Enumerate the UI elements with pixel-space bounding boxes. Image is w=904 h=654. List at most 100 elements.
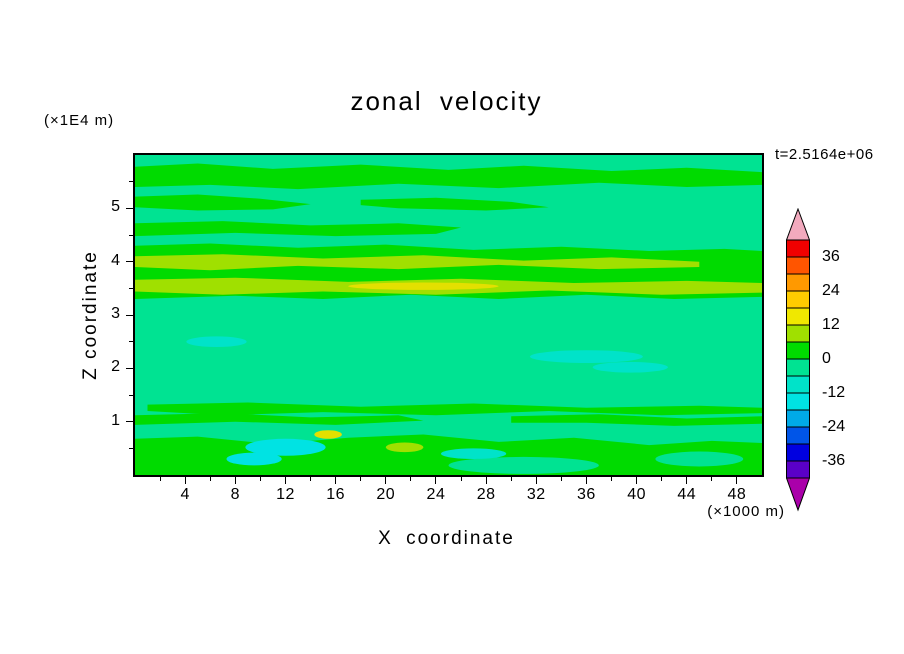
y-minor-tick: [129, 287, 133, 289]
plot-area: [133, 153, 764, 477]
y-axis-unit-label: (×1E4 m): [44, 112, 115, 129]
colorbar-cell: [786, 290, 810, 309]
x-minor-tick: [460, 477, 462, 481]
y-tick-label: 3: [111, 305, 120, 322]
x-minor-tick: [310, 477, 312, 481]
x-tick-label: 36: [577, 486, 596, 503]
contour-region-lower-green-stripe-right: [511, 414, 762, 426]
y-minor-tick: [129, 341, 133, 343]
time-annotation: t=2.5164e+06: [775, 146, 874, 163]
x-tick-label: 40: [627, 486, 646, 503]
colorbar-tick-label: 12: [822, 316, 840, 333]
x-major-tick: [535, 477, 537, 484]
contour-region-bottom-chartreuse-spot: [385, 442, 424, 453]
y-major-tick: [126, 421, 133, 423]
contour-region-yellow-line-segment: [348, 282, 499, 290]
colorbar-tick-label: 0: [822, 350, 831, 367]
x-major-tick: [636, 477, 638, 484]
x-axis-title: X coordinate: [378, 528, 515, 549]
y-major-tick: [126, 261, 133, 263]
x-tick-label: 24: [426, 486, 446, 503]
colorbar-cell: [786, 460, 810, 479]
x-major-tick: [485, 477, 487, 484]
x-major-tick: [234, 477, 236, 484]
x-minor-tick: [209, 477, 211, 481]
x-major-tick: [686, 477, 688, 484]
colorbar-cell: [786, 426, 810, 445]
colorbar-tick-label: -36: [822, 452, 846, 469]
colorbar-cell: [786, 256, 810, 275]
contour-region-mid-turquoise-patch-c: [186, 336, 247, 347]
x-major-tick: [184, 477, 186, 484]
colorbar-cell: [786, 307, 810, 326]
contour-region-lower-green-stripe: [147, 402, 762, 416]
contour-region-mid-left-green-stripe: [135, 221, 461, 237]
colorbar: [786, 208, 810, 512]
x-minor-tick: [560, 477, 562, 481]
y-minor-tick: [129, 234, 133, 236]
colorbar-tick-label: 24: [822, 282, 840, 299]
contour-region-upper-left-green-patch: [135, 194, 311, 211]
colorbar-tick-label: 36: [822, 248, 840, 265]
x-major-tick: [284, 477, 286, 484]
y-major-tick: [126, 207, 133, 209]
x-major-tick: [435, 477, 437, 484]
x-minor-tick: [711, 477, 713, 481]
colorbar-cell: [786, 239, 810, 258]
colorbar-cell: [786, 375, 810, 394]
colorbar-tick-label: -12: [822, 384, 846, 401]
x-minor-tick: [159, 477, 161, 481]
colorbar-cell: [786, 358, 810, 377]
y-minor-tick: [129, 181, 133, 183]
contour-region-mid-turquoise-patch-a: [530, 350, 643, 363]
contour-plot: [135, 155, 762, 475]
contour-region-bottom-yellow-spot: [314, 430, 342, 439]
x-major-tick: [585, 477, 587, 484]
y-minor-tick: [129, 394, 133, 396]
y-tick-label: 2: [111, 358, 120, 376]
contour-region-upper-green-band: [135, 163, 762, 190]
colorbar-arrow-top: [786, 208, 810, 241]
colorbar-cell: [786, 409, 810, 428]
x-tick-label: 48: [727, 486, 747, 503]
x-tick-label: 28: [476, 486, 496, 503]
x-minor-tick: [661, 477, 663, 481]
y-minor-tick: [129, 447, 133, 449]
x-tick-label: 44: [677, 486, 697, 503]
contour-region-upper-chartreuse-stripe: [135, 254, 700, 271]
contour-region-bottom-turquoise-patch: [441, 448, 507, 460]
x-major-tick: [736, 477, 738, 484]
x-tick-label: 8: [230, 486, 241, 503]
x-tick-label: 20: [376, 486, 396, 503]
x-tick-label: 12: [276, 486, 295, 503]
contour-region-mid-turquoise-patch-b: [592, 362, 668, 373]
contour-region-bottom-spring-gap-a: [448, 456, 599, 474]
x-minor-tick: [410, 477, 412, 481]
x-minor-tick: [611, 477, 613, 481]
colorbar-cell: [786, 273, 810, 292]
x-tick-label: 16: [326, 486, 346, 503]
colorbar-cell: [786, 341, 810, 360]
y-tick-label: 5: [111, 198, 120, 216]
contour-region-lower-green-stripe-left: [135, 413, 424, 425]
colorbar-cell: [786, 324, 810, 343]
x-tick-label: 4: [180, 486, 190, 503]
x-major-tick: [335, 477, 337, 484]
y-tick-label: 4: [111, 251, 120, 269]
y-tick-label: 1: [111, 411, 120, 429]
contour-region-bottom-spring-gap-b: [655, 451, 744, 467]
colorbar-cell: [786, 443, 810, 462]
y-major-tick: [126, 367, 133, 369]
x-minor-tick: [510, 477, 512, 481]
contour-region-bottom-cyan-patch-b: [226, 452, 282, 466]
contour-region-bottom-cyan-patch-a: [245, 438, 326, 456]
x-minor-tick: [259, 477, 261, 481]
colorbar-tick-label: -24: [822, 418, 846, 435]
x-tick-label: 32: [526, 486, 546, 503]
colorbar-arrow-bottom: [786, 477, 810, 512]
contour-region-upper-mid-green-patch: [360, 197, 549, 211]
y-major-tick: [126, 314, 133, 316]
x-major-tick: [385, 477, 387, 484]
x-axis-unit-label: (×1000 m): [707, 503, 785, 520]
